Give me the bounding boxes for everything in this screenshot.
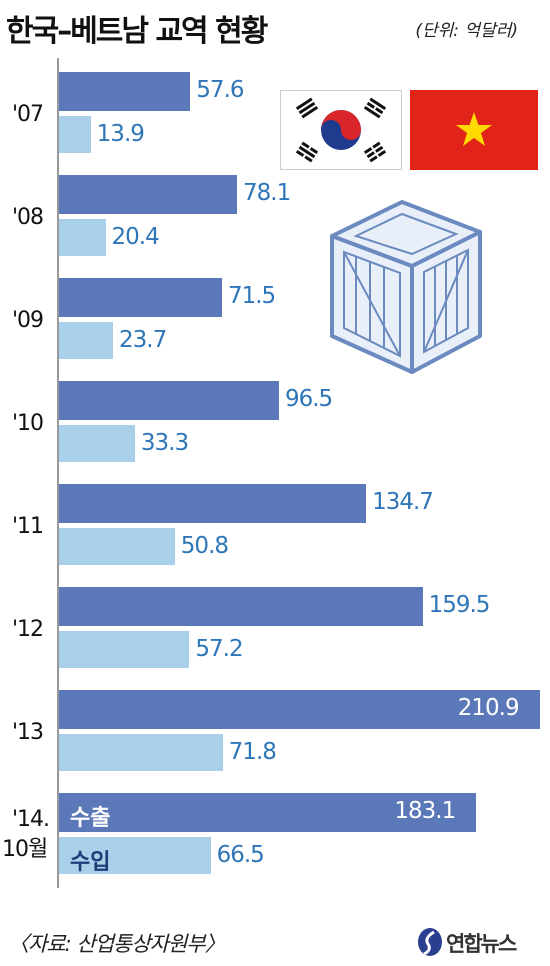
import-bar xyxy=(59,116,91,153)
year-label: '07 xyxy=(12,102,44,127)
crate-icon xyxy=(326,196,486,380)
legend-export-label: 수출 xyxy=(70,806,111,831)
year-label-line: 10월 xyxy=(2,837,48,862)
logo-text: 연합뉴스 xyxy=(446,932,517,956)
korea-flag-icon xyxy=(280,90,402,170)
export-value-label: 96.5 xyxy=(284,386,333,412)
import-value-label: 33.3 xyxy=(140,430,189,456)
export-bar xyxy=(59,175,238,214)
import-value-label: 23.7 xyxy=(119,327,167,353)
import-bar xyxy=(59,631,190,668)
header: 한국–베트남 교역 현황 (단위: 억달러) xyxy=(6,2,546,49)
export-bar xyxy=(59,278,222,317)
import-value-label: 20.4 xyxy=(111,224,160,250)
export-value-label: 134.7 xyxy=(372,489,434,515)
vietnam-flag-icon xyxy=(410,90,538,170)
year-label: '14. 10월 xyxy=(2,805,50,865)
year-label: '11 xyxy=(12,514,44,539)
y-axis-line xyxy=(57,58,59,888)
import-bar xyxy=(59,219,106,256)
export-bar xyxy=(59,690,540,729)
year-label: '12 xyxy=(12,617,44,642)
import-value-label: 57.2 xyxy=(195,636,243,662)
export-bar xyxy=(59,793,477,832)
import-bar xyxy=(59,425,135,462)
year-label: '13 xyxy=(12,720,44,745)
export-value-label: 78.1 xyxy=(243,180,291,206)
import-value-label: 13.9 xyxy=(96,121,145,147)
import-value-label: 66.5 xyxy=(216,842,265,868)
import-value-label: 71.8 xyxy=(228,739,277,765)
export-bar xyxy=(59,587,423,626)
export-value-label: 57.6 xyxy=(196,77,244,103)
import-bar xyxy=(59,837,211,874)
year-label: '09 xyxy=(12,308,44,333)
export-bar xyxy=(59,484,367,523)
import-bar xyxy=(59,322,114,359)
export-bar xyxy=(59,381,279,420)
export-value-label: 210.9 xyxy=(457,695,520,721)
export-value-label: 183.1 xyxy=(394,798,456,824)
export-value-label: 71.5 xyxy=(227,283,276,309)
import-bar xyxy=(59,528,175,565)
unit-label: (단위: 억달러) xyxy=(415,21,518,41)
source-note: 〈자료: 산업통상자원부〉 xyxy=(8,932,226,956)
chart-title: 한국–베트남 교역 현황 xyxy=(6,14,268,49)
yonhap-logo-icon: 연합뉴스 xyxy=(416,924,546,960)
import-value-label: 50.8 xyxy=(180,533,229,559)
import-bar xyxy=(59,734,223,771)
year-label-line: '14. xyxy=(12,807,50,832)
legend-import-label: 수입 xyxy=(70,850,111,875)
export-value-label: 159.5 xyxy=(428,592,491,618)
export-bar xyxy=(59,72,191,111)
year-label: '10 xyxy=(12,411,44,436)
year-label: '08 xyxy=(12,205,44,230)
